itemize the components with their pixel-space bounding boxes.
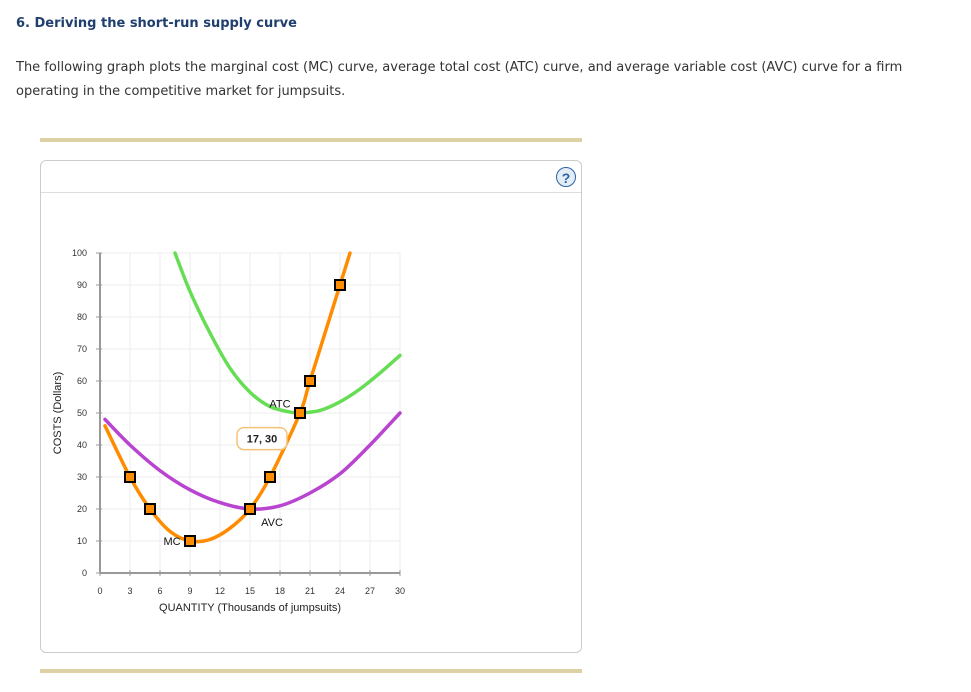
bottom-divider: [40, 669, 582, 673]
mc-point-handle[interactable]: [264, 471, 276, 483]
mc-point-handle[interactable]: [144, 503, 156, 515]
mc-point-handle[interactable]: [304, 375, 316, 387]
mc-point-handle[interactable]: [184, 535, 196, 547]
intro-text: The following graph plots the marginal c…: [16, 60, 903, 99]
top-divider: [40, 138, 582, 142]
mc-point-handle[interactable]: [124, 471, 136, 483]
panel-header: ?: [41, 161, 581, 193]
mc-point-handle[interactable]: [334, 279, 346, 291]
mc-point-handle[interactable]: [244, 503, 256, 515]
graph-panel: ?: [40, 160, 582, 653]
page-title: 6. Deriving the short-run supply curve: [16, 16, 297, 31]
mc-point-handle[interactable]: [294, 407, 306, 419]
mc-points[interactable]: [124, 279, 346, 547]
help-icon[interactable]: ?: [556, 167, 576, 187]
